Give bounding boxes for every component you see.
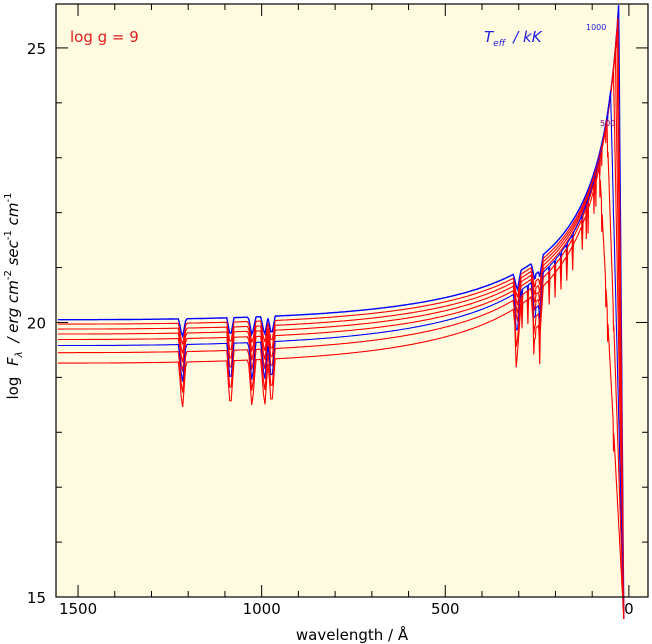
series-line-900 (57, 17, 625, 620)
series-label-mid: 500 (600, 119, 615, 128)
series-line-500 (57, 90, 625, 620)
y-tick-label: 20 (27, 314, 46, 332)
plot-frame (55, 3, 649, 598)
series-label-top: 1000 (586, 23, 606, 32)
y-tick-label: 15 (27, 589, 46, 607)
series-line-300 (57, 165, 625, 620)
logg-annotation: log g = 9 (70, 28, 139, 46)
teff-annotation: Teff / kK (484, 28, 543, 49)
x-axis-label: wavelength / Å (296, 625, 409, 644)
x-tick-label: 0 (624, 600, 634, 618)
x-tick-label: 1000 (243, 600, 281, 618)
plot-area (56, 4, 648, 597)
series-line-400 (57, 119, 625, 620)
series-line-800 (57, 31, 625, 620)
x-tick-label: 1500 (59, 600, 97, 618)
series-layer (57, 5, 625, 620)
series-line-1000 (57, 5, 625, 620)
y-axis-label: log Fλ / erg cm-2 sec-1 cm-1 (0, 192, 26, 399)
x-tick-label: 500 (431, 600, 460, 618)
y-tick-label: 25 (27, 40, 46, 58)
ticks-layer: 1500 1000 500 0 15 20 25 (27, 4, 648, 618)
